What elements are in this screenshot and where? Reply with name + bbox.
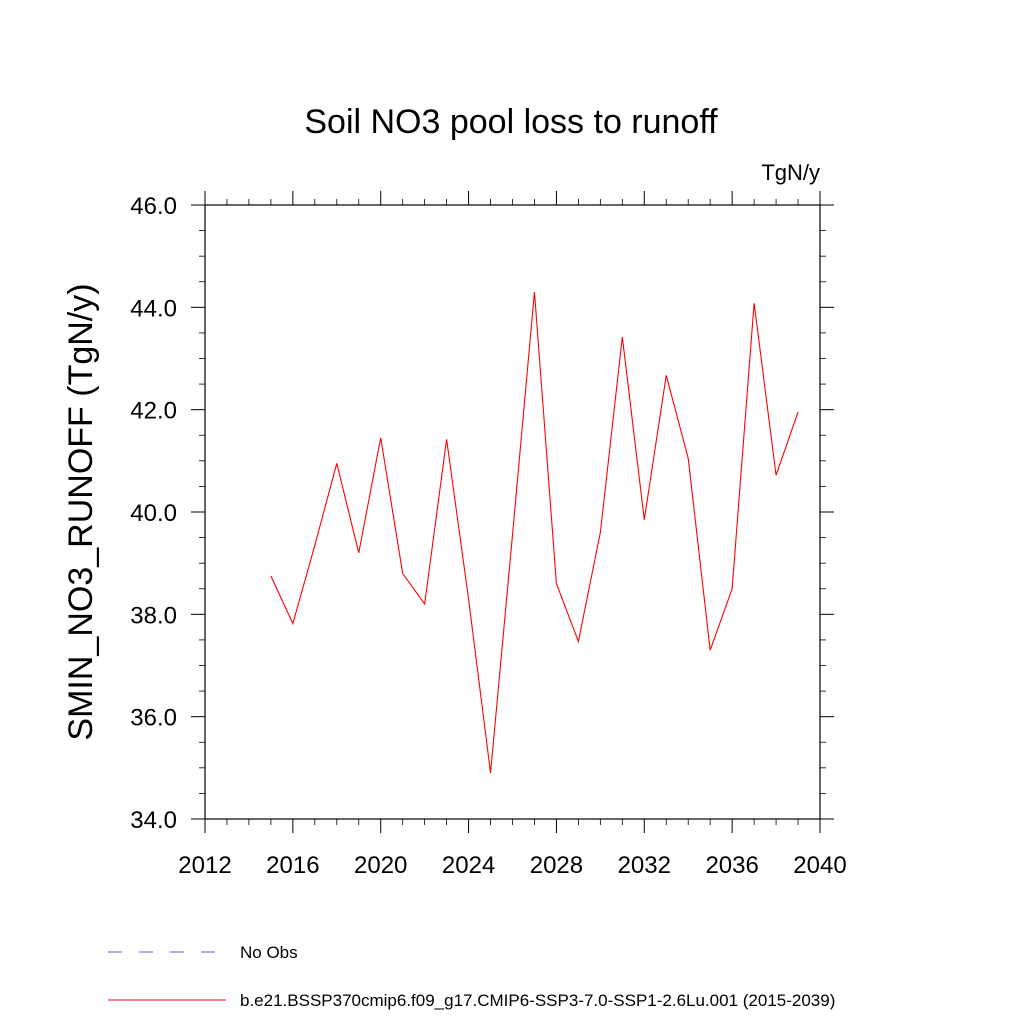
legend-label: b.e21.BSSP370cmip6.f09_g17.CMIP6-SSP3-7.… (240, 991, 835, 1010)
x-tick-label: 2032 (618, 852, 671, 879)
x-tick-label: 2012 (178, 852, 231, 879)
chart-title: Soil NO3 pool loss to runoff (304, 103, 718, 141)
x-tick-label: 2040 (793, 852, 846, 879)
plot-border (204, 204, 821, 820)
y-tick-label: 36.0 (130, 705, 177, 732)
y-axis-label: SMIN_NO3_RUNOFF (TgN/y) (62, 283, 100, 740)
x-tick-label: 2028 (530, 852, 583, 879)
x-tick-label: 2020 (354, 852, 407, 879)
y-tick-label: 44.0 (130, 295, 177, 322)
units-label: TgN/y (761, 160, 820, 185)
series-layer (270, 291, 799, 774)
y-tick-label: 40.0 (130, 500, 177, 527)
axis-tick-labels: 2012 2016 2020 2024 2028 2032 2036 2040 34.0 36.0… (130, 193, 846, 879)
x-tick-label: 2016 (266, 852, 319, 879)
series-line (270, 291, 799, 774)
axis-ticks (191, 191, 834, 833)
plot-frame (204, 204, 821, 820)
legend-label: No Obs (240, 943, 298, 962)
x-tick-label: 2036 (705, 852, 758, 879)
y-tick-label: 38.0 (130, 602, 177, 629)
legend: No Obs b.e21.BSSP370cmip6.f09_g17.CMIP6-S… (108, 943, 835, 1010)
y-tick-label: 34.0 (130, 807, 177, 834)
x-tick-label: 2024 (442, 852, 495, 879)
y-tick-label: 46.0 (130, 193, 177, 220)
y-tick-label: 42.0 (130, 398, 177, 425)
